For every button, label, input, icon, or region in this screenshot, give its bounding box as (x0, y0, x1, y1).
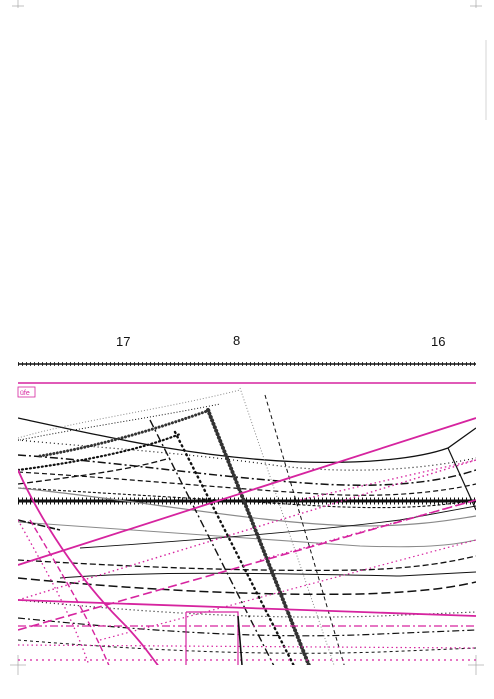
magenta-right-dotted-a (299, 459, 476, 501)
left-short-black (18, 519, 61, 531)
bead-arc (38, 408, 212, 458)
lower-curve-dashed-b (18, 577, 476, 596)
magenta-diagonal-dashed (18, 499, 476, 631)
dart-leg-dotted-heavy (173, 430, 295, 665)
lower-curve-thin (79, 505, 476, 549)
magenta-right-dotted-b (259, 499, 476, 561)
lower-curve-dashdot (18, 617, 476, 637)
lower-curve-solid (59, 571, 476, 579)
dotted-arc-1 (18, 389, 241, 439)
grey-curve-upper (18, 487, 476, 527)
dart-leg-dotted-thin (239, 387, 335, 665)
magenta-curve-left-dotted (18, 519, 90, 665)
magenta-diagonal-solid (18, 417, 476, 566)
lower-curve-dashed-a (18, 555, 476, 572)
magenta-curve-left-dashed (29, 519, 110, 665)
size-label-8: 8 (233, 333, 240, 348)
dart-leg-dashdot (149, 419, 275, 665)
grey-curve-lower (18, 521, 476, 548)
dotted-arc-2 (19, 403, 221, 441)
dashed-arc (18, 457, 171, 485)
dot-arc-heavy (18, 432, 182, 472)
cut-label-box (17, 386, 36, 398)
magenta-hem-solid (18, 599, 476, 617)
size-label-17: 17 (116, 334, 130, 349)
size-label-16: 16 (431, 334, 445, 349)
hip-curve-dashed (18, 471, 476, 496)
magenta-diagonal-dotted-2 (99, 539, 476, 641)
dart-leg-bead (206, 408, 311, 665)
hip-curve-dotted (18, 439, 476, 471)
magenta-pocket-box (185, 611, 239, 665)
magenta-curve-left (18, 469, 159, 665)
hip-curve-dashdot (18, 454, 476, 486)
crop-marks (10, 0, 484, 675)
cut-label-text: üfe (20, 390, 30, 397)
dart-leg-dashed (264, 394, 345, 665)
black-pocket-edge (237, 615, 243, 665)
waist-curve-solid (18, 417, 476, 464)
lower-curve-short-dash (18, 639, 476, 654)
magenta-diagonal-dotted (18, 459, 476, 601)
magenta-hem-dotted (18, 644, 476, 649)
